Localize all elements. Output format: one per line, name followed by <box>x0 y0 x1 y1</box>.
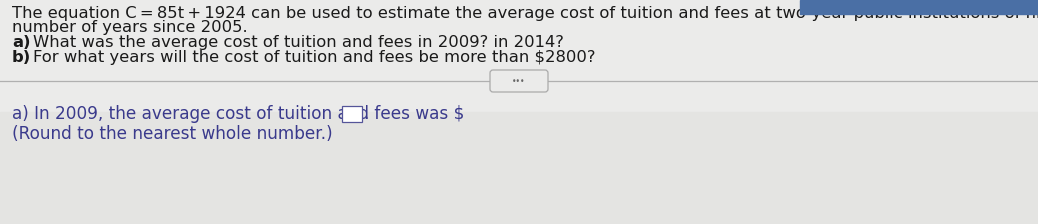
Text: number of years since 2005.: number of years since 2005. <box>12 19 248 34</box>
Text: .: . <box>363 105 368 123</box>
Text: The equation C = 85t + 1924 can be used to estimate the average cost of tuition : The equation C = 85t + 1924 can be used … <box>12 6 1038 21</box>
Bar <box>800 0 1038 14</box>
Text: •••: ••• <box>512 77 526 86</box>
Text: a): a) <box>12 34 30 50</box>
Text: What was the average cost of tuition and fees in 2009? in 2014?: What was the average cost of tuition and… <box>33 34 564 50</box>
Bar <box>0 0 1038 112</box>
Text: b): b) <box>12 50 31 65</box>
FancyBboxPatch shape <box>490 70 548 92</box>
Bar <box>0 112 1038 224</box>
Text: (Round to the nearest whole number.): (Round to the nearest whole number.) <box>12 125 332 143</box>
Bar <box>342 106 362 122</box>
Text: For what years will the cost of tuition and fees be more than $2800?: For what years will the cost of tuition … <box>33 50 596 65</box>
Text: a) In 2009, the average cost of tuition and fees was $: a) In 2009, the average cost of tuition … <box>12 105 464 123</box>
